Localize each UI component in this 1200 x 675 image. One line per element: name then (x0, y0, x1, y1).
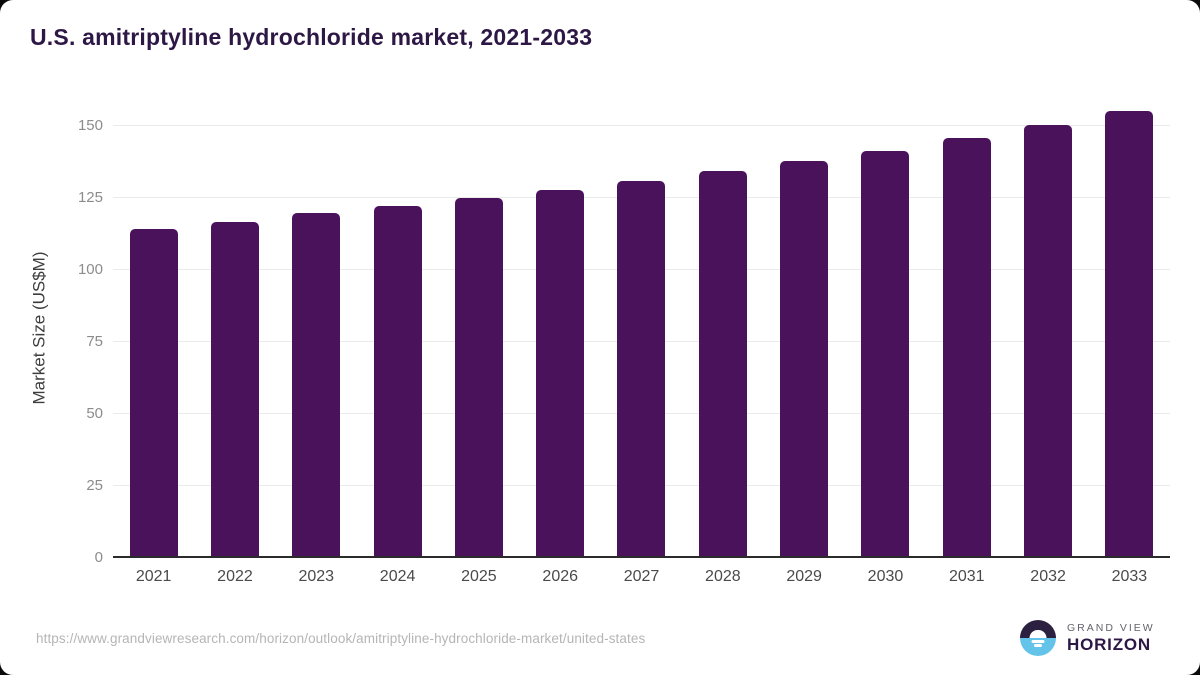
x-label-2032: 2032 (1030, 568, 1066, 585)
bar-2026[interactable] (536, 190, 585, 558)
bar-2022[interactable] (210, 222, 259, 558)
x-label-2028: 2028 (705, 568, 741, 585)
horizon-sun-icon (1020, 620, 1056, 656)
bar-2033[interactable] (1105, 111, 1154, 558)
logo-grand-view-label: GRAND VIEW (1067, 621, 1155, 634)
bar-2023[interactable] (292, 213, 341, 558)
bars-container (113, 97, 1170, 558)
y-tick-label-50: 50 (86, 404, 103, 422)
page-title: U.S. amitriptyline hydrochloride market,… (30, 24, 593, 50)
x-label-2021: 2021 (135, 568, 172, 585)
logo-horizon-label: HORIZON (1067, 635, 1151, 655)
x-label-2026: 2026 (542, 568, 579, 585)
gridline-150 (113, 124, 1170, 126)
bar-2025[interactable] (454, 198, 503, 558)
source-url: https://www.grandviewresearch.com/horizo… (36, 631, 646, 646)
y-tick-label-150: 150 (77, 116, 103, 134)
x-label-2025: 2025 (461, 568, 497, 585)
y-tick-label-125: 125 (77, 188, 103, 206)
x-label-2023: 2023 (298, 568, 335, 585)
plot-area (113, 97, 1170, 558)
bar-2024[interactable] (373, 206, 422, 558)
y-tick-label-75: 75 (86, 332, 103, 350)
y-tick-label-25: 25 (86, 476, 103, 494)
bar-2027[interactable] (617, 181, 666, 558)
bar-2021[interactable] (129, 229, 178, 558)
bar-2029[interactable] (780, 161, 829, 558)
x-axis-line (113, 556, 1170, 558)
x-label-2027: 2027 (623, 568, 660, 585)
bar-2028[interactable] (698, 171, 747, 558)
bar-2030[interactable] (861, 151, 910, 558)
logo-text: GRAND VIEW HORIZON (1067, 623, 1155, 654)
y-axis-ticks: 0 25 50 75 100 125 150 (55, 97, 103, 565)
x-label-2033: 2033 (1111, 568, 1148, 585)
x-label-2029: 2029 (786, 568, 822, 585)
x-label-2030: 2030 (867, 568, 904, 585)
y-tick-label-0: 0 (94, 549, 103, 566)
x-label-2024: 2024 (379, 568, 416, 585)
x-label-2022: 2022 (217, 568, 253, 585)
y-tick-label-100: 100 (77, 260, 103, 278)
x-axis-labels: 2021 2022 2023 2024 2025 2026 2027 2028 2029 2030… (113, 568, 1170, 586)
bar-2032[interactable] (1023, 125, 1072, 558)
grandview-horizon-logo: GRAND VIEW HORIZON (1020, 620, 1155, 656)
x-label-2031: 2031 (948, 568, 985, 585)
bar-2031[interactable] (942, 138, 991, 558)
